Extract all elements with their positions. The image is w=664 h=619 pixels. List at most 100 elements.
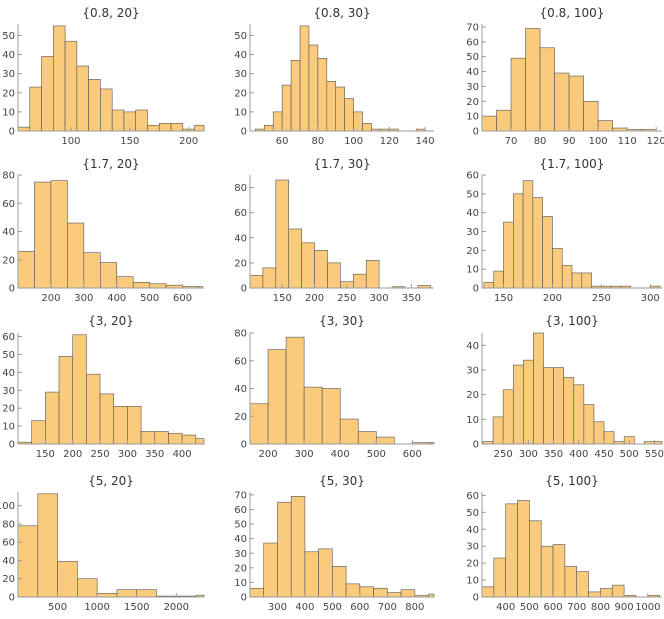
y-tick-label: 60	[466, 37, 479, 48]
y-tick-label: 70	[466, 22, 479, 33]
x-tick-label: 700	[378, 602, 397, 613]
histogram-bar	[249, 403, 269, 445]
histogram-panel-9: {3, 100} 0 10 20 30 40 250 300 350 400 450 500 550	[466, 314, 664, 460]
histogram-bar	[529, 520, 542, 598]
histogram-bar	[353, 111, 363, 132]
y-tick-label: 60	[234, 208, 247, 219]
histogram-bar	[493, 557, 506, 598]
y-tick-label: 20	[234, 412, 247, 423]
x-tick-label: 400	[295, 602, 314, 613]
histogram-bar	[37, 493, 58, 598]
histogram-bar	[34, 181, 52, 289]
y-tick-label: 10	[466, 415, 479, 426]
histogram-bar	[116, 276, 134, 289]
histogram-bar	[512, 364, 524, 445]
y-tick-label: 20	[466, 559, 479, 570]
y-tick-label: 0	[9, 284, 15, 295]
histogram-bar	[308, 44, 319, 132]
y-tick-label: 30	[234, 549, 247, 560]
histogram-bar	[58, 355, 74, 445]
y-tick-label: 70	[234, 490, 247, 501]
histogram-bar	[147, 124, 160, 132]
histogram-panel-12: {5, 100} 0 10 20 30 40 50 60 400 500 600 700 800 900 1…	[466, 474, 662, 613]
histogram-bar	[304, 551, 319, 598]
x-tick-label: 250	[592, 293, 611, 304]
histogram-bar	[303, 386, 323, 445]
y-tick-label: 50	[466, 52, 479, 63]
histogram-bar	[290, 60, 301, 132]
x-tick-label: 100	[589, 136, 608, 147]
y-tick-label: 40	[234, 384, 247, 395]
y-tick-label: 50	[2, 31, 15, 42]
histogram-bar	[552, 544, 566, 598]
x-tick-label: 200	[258, 449, 277, 460]
histogram-bar	[339, 418, 359, 445]
y-tick-label: 30	[2, 386, 15, 397]
histogram-bar	[483, 282, 495, 289]
x-tick-label: 140	[416, 136, 435, 147]
histogram-panel-8: {3, 30} 0 20 40 60 80 200 300 400 500 600	[234, 314, 435, 460]
histogram-bar	[525, 28, 541, 132]
x-tick-label: 150	[494, 293, 513, 304]
y-tick-label: 60	[466, 171, 479, 182]
histogram-bar	[132, 282, 150, 289]
histogram-panel-5: {1.7, 30} 0 20 40 60 80 150 200 250 300 350	[234, 157, 434, 304]
x-tick-label: 120	[380, 136, 399, 147]
y-tick-label: 40	[2, 556, 15, 567]
panel-title: {0.8, 100}	[540, 6, 605, 20]
histogram-bar	[568, 75, 584, 132]
histogram-bar	[127, 406, 142, 445]
x-tick-label: 250	[91, 449, 110, 460]
y-tick-label: 40	[234, 534, 247, 545]
x-tick-label: 1000	[635, 602, 660, 613]
y-tick-label: 0	[473, 284, 479, 295]
histogram-bar	[523, 359, 534, 445]
y-tick-label: 30	[2, 69, 15, 80]
x-tick-label: 100	[61, 136, 80, 147]
histogram-bar	[116, 589, 138, 598]
histogram-bar	[88, 79, 101, 132]
x-tick-label: 60	[276, 136, 289, 147]
histogram-bar	[553, 367, 564, 445]
x-tick-label: 100	[344, 136, 363, 147]
x-tick-label: 800	[591, 602, 610, 613]
histogram-bar	[41, 56, 54, 132]
histogram-panel-7: {3, 20} 0 10 20 30 40 50 60 150 200 250 300 350 400	[2, 314, 205, 460]
x-tick-label: 250	[494, 449, 513, 460]
y-tick-label: 60	[466, 491, 479, 502]
y-tick-label: 80	[234, 329, 247, 340]
histogram-bar	[540, 545, 554, 598]
histogram-bar	[64, 40, 78, 132]
y-tick-label: 10	[234, 107, 247, 118]
histogram-panel-3: {0.8, 100} 0 10 20 30 40 50 60 70 70 80 90 100 110 120	[466, 6, 664, 147]
histogram-bar	[285, 336, 305, 445]
y-tick-label: 40	[466, 525, 479, 536]
x-tick-label: 300	[118, 449, 137, 460]
y-tick-label: 30	[466, 82, 479, 93]
histogram-bar	[502, 389, 514, 445]
histogram-bar	[335, 86, 345, 132]
histogram-bar	[263, 542, 278, 598]
histogram-bar	[365, 260, 380, 289]
y-tick-label: 60	[234, 505, 247, 516]
histogram-bar	[481, 586, 495, 598]
panel-title: {1.7, 20}	[82, 157, 139, 171]
histogram-bar	[99, 393, 115, 445]
histogram-bar	[603, 431, 615, 445]
histogram-bar	[136, 589, 157, 598]
histogram-bar	[505, 503, 518, 598]
histogram-bar	[31, 420, 46, 445]
y-tick-label: 0	[9, 593, 15, 604]
histogram-bar	[181, 434, 197, 445]
histogram-bar	[493, 270, 504, 289]
panel-title: {3, 20}	[88, 314, 134, 328]
y-tick-label: 40	[466, 341, 479, 352]
x-tick-label: 500	[48, 602, 67, 613]
histogram-bar	[86, 373, 101, 445]
y-tick-label: 0	[473, 593, 479, 604]
histogram-bar	[563, 377, 575, 445]
histogram-bar	[288, 228, 302, 289]
panel-title: {0.8, 20}	[82, 6, 139, 20]
x-tick-label: 500	[323, 602, 342, 613]
histogram-bar	[100, 262, 118, 289]
